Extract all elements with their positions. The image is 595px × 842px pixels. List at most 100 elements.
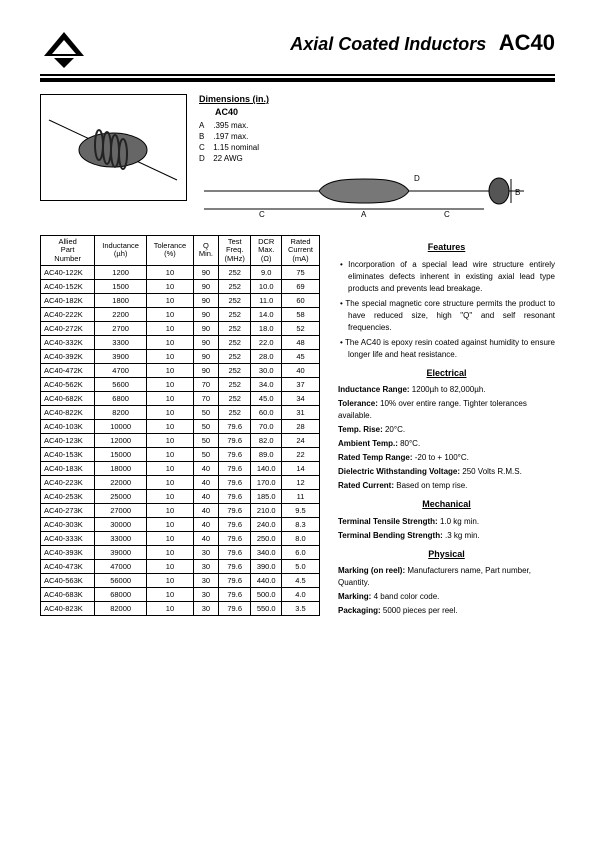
dimensions-heading: Dimensions (in.) — [199, 94, 555, 104]
table-cell: 18.0 — [251, 321, 282, 335]
feature-item: The special magnetic core structure perm… — [338, 298, 555, 334]
table-cell: AC40-253K — [41, 489, 95, 503]
table-cell: 12 — [282, 475, 320, 489]
table-cell: 25000 — [95, 489, 147, 503]
dimensions-block: Dimensions (in.) AC40 A .395 max.B .197 … — [199, 94, 555, 221]
table-cell: 1800 — [95, 293, 147, 307]
svg-text:A: A — [361, 210, 367, 219]
table-cell: 3.5 — [282, 601, 320, 615]
table-cell: 79.6 — [218, 545, 251, 559]
svg-text:C: C — [259, 210, 265, 219]
table-cell: AC40-333K — [41, 531, 95, 545]
table-cell: 30 — [193, 573, 218, 587]
table-cell: 9.5 — [282, 503, 320, 517]
table-cell: 30.0 — [251, 363, 282, 377]
table-cell: 39000 — [95, 545, 147, 559]
table-cell: 60.0 — [251, 405, 282, 419]
spec-line: Terminal Bending Strength: .3 kg min. — [338, 530, 555, 542]
table-cell: 15000 — [95, 447, 147, 461]
spec-line: Rated Temp Range: -20 to + 100°C. — [338, 452, 555, 464]
table-header: DCRMax.(Ω) — [251, 236, 282, 266]
table-cell: AC40-562K — [41, 377, 95, 391]
table-cell: 40 — [193, 489, 218, 503]
page: Axial Coated Inductors AC40 Dimensions (… — [0, 0, 595, 639]
table-cell: 79.6 — [218, 461, 251, 475]
title-block: Axial Coated Inductors AC40 — [290, 30, 555, 56]
table-cell: 82.0 — [251, 433, 282, 447]
table-cell: 10 — [147, 573, 194, 587]
table-cell: 14.0 — [251, 307, 282, 321]
table-cell: 79.6 — [218, 419, 251, 433]
table-cell: 45.0 — [251, 391, 282, 405]
main-section: AlliedPartNumberInductance(µh)Tolerance(… — [40, 235, 555, 619]
table-cell: 10 — [147, 447, 194, 461]
svg-text:D: D — [414, 174, 420, 183]
table-cell: 252 — [218, 321, 251, 335]
table-cell: 10 — [147, 363, 194, 377]
table-cell: 252 — [218, 279, 251, 293]
table-cell: 89.0 — [251, 447, 282, 461]
table-cell: 79.6 — [218, 475, 251, 489]
table-cell: 31 — [282, 405, 320, 419]
table-cell: AC40-122K — [41, 265, 95, 279]
table-row: AC40-393K39000103079.6340.06.0 — [41, 545, 320, 559]
table-cell: 70 — [193, 377, 218, 391]
table-cell: AC40-823K — [41, 601, 95, 615]
table-row: AC40-253K25000104079.6185.011 — [41, 489, 320, 503]
table-cell: 30 — [193, 545, 218, 559]
table-cell: 10 — [147, 559, 194, 573]
table-cell: 33000 — [95, 531, 147, 545]
table-cell: AC40-682K — [41, 391, 95, 405]
table-cell: 90 — [193, 349, 218, 363]
table-cell: 3300 — [95, 335, 147, 349]
table-cell: 58 — [282, 307, 320, 321]
table-cell: 440.0 — [251, 573, 282, 587]
table-cell: 45 — [282, 349, 320, 363]
spec-line: Marking: 4 band color code. — [338, 591, 555, 603]
table-cell: 4.5 — [282, 573, 320, 587]
table-row: AC40-222K2200109025214.058 — [41, 307, 320, 321]
table-header: Tolerance(%) — [147, 236, 194, 266]
table-cell: 10 — [147, 531, 194, 545]
table-cell: AC40-153K — [41, 447, 95, 461]
table-cell: 79.6 — [218, 587, 251, 601]
table-cell: 70 — [193, 391, 218, 405]
feature-item: The AC40 is epoxy resin coated against h… — [338, 337, 555, 361]
mechanical-heading: Mechanical — [338, 498, 555, 512]
dimension-row: C 1.15 nominal — [199, 143, 555, 152]
table-cell: 252 — [218, 391, 251, 405]
table-cell: 75 — [282, 265, 320, 279]
table-cell: 250.0 — [251, 531, 282, 545]
table-cell: 170.0 — [251, 475, 282, 489]
electrical-heading: Electrical — [338, 367, 555, 381]
dimension-row: D 22 AWG — [199, 154, 555, 163]
dimension-row: A .395 max. — [199, 121, 555, 130]
table-cell: 210.0 — [251, 503, 282, 517]
table-cell: AC40-563K — [41, 573, 95, 587]
table-cell: 90 — [193, 293, 218, 307]
table-cell: 10 — [147, 461, 194, 475]
table-cell: 12000 — [95, 433, 147, 447]
table-cell: 18000 — [95, 461, 147, 475]
table-cell: 30 — [193, 559, 218, 573]
features-heading: Features — [338, 241, 555, 255]
table-cell: 1200 — [95, 265, 147, 279]
table-cell: 252 — [218, 293, 251, 307]
table-cell: 50 — [193, 433, 218, 447]
table-cell: 79.6 — [218, 559, 251, 573]
table-cell: 10 — [147, 391, 194, 405]
table-cell: 10 — [147, 335, 194, 349]
table-row: AC40-273K27000104079.6210.09.5 — [41, 503, 320, 517]
table-cell: 50 — [193, 405, 218, 419]
product-code: AC40 — [499, 30, 555, 56]
table-row: AC40-473K47000103079.6390.05.0 — [41, 559, 320, 573]
table-cell: 1500 — [95, 279, 147, 293]
table-row: AC40-683K68000103079.6500.04.0 — [41, 587, 320, 601]
table-row: AC40-562K5600107025234.037 — [41, 377, 320, 391]
table-cell: 90 — [193, 307, 218, 321]
table-cell: 79.6 — [218, 601, 251, 615]
table-header: TestFreq.(MHz) — [218, 236, 251, 266]
table-row: AC40-182K1800109025211.060 — [41, 293, 320, 307]
spec-table: AlliedPartNumberInductance(µh)Tolerance(… — [40, 235, 320, 616]
table-cell: 252 — [218, 265, 251, 279]
